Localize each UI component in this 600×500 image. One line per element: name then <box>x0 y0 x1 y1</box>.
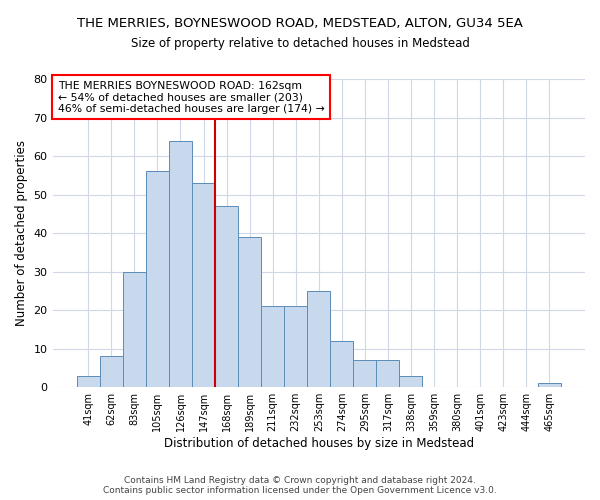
Bar <box>284 306 307 387</box>
Bar <box>376 360 400 387</box>
Bar <box>146 172 169 387</box>
Text: THE MERRIES, BOYNESWOOD ROAD, MEDSTEAD, ALTON, GU34 5EA: THE MERRIES, BOYNESWOOD ROAD, MEDSTEAD, … <box>77 18 523 30</box>
X-axis label: Distribution of detached houses by size in Medstead: Distribution of detached houses by size … <box>164 437 474 450</box>
Bar <box>400 376 422 387</box>
Bar <box>215 206 238 387</box>
Bar <box>169 140 192 387</box>
Bar <box>192 183 215 387</box>
Bar <box>77 376 100 387</box>
Text: Size of property relative to detached houses in Medstead: Size of property relative to detached ho… <box>131 38 469 51</box>
Bar <box>100 356 123 387</box>
Text: THE MERRIES BOYNESWOOD ROAD: 162sqm
← 54% of detached houses are smaller (203)
4: THE MERRIES BOYNESWOOD ROAD: 162sqm ← 54… <box>58 80 325 114</box>
Bar <box>330 341 353 387</box>
Bar <box>353 360 376 387</box>
Bar <box>307 291 330 387</box>
Bar <box>238 237 261 387</box>
Text: Contains HM Land Registry data © Crown copyright and database right 2024.
Contai: Contains HM Land Registry data © Crown c… <box>103 476 497 495</box>
Y-axis label: Number of detached properties: Number of detached properties <box>15 140 28 326</box>
Bar <box>538 384 561 387</box>
Bar <box>123 272 146 387</box>
Bar <box>261 306 284 387</box>
